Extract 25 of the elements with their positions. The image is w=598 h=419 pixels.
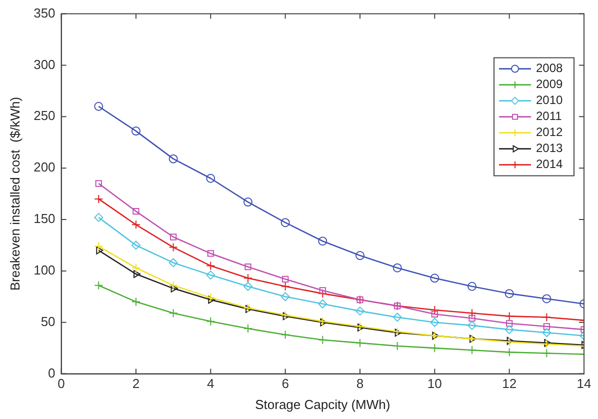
legend-label: 2012 (536, 125, 564, 140)
legend-label: 2010 (536, 93, 564, 108)
legend-label: 2011 (536, 109, 562, 124)
legend-label: 2013 (536, 141, 564, 156)
y-tick-label: 0 (48, 365, 56, 380)
x-tick-label: 14 (576, 376, 592, 392)
x-tick-label: 2 (132, 376, 140, 392)
legend-label: 2014 (536, 157, 564, 172)
x-tick-label: 6 (282, 376, 289, 392)
x-tick-label: 0 (58, 376, 65, 392)
y-tick-label: 250 (34, 108, 56, 124)
legend-label: 2009 (536, 77, 564, 92)
x-axis-title: Storage Capcity (MWh) (255, 396, 390, 412)
y-tick-label: 50 (40, 314, 56, 329)
x-tick-label: 12 (502, 376, 517, 392)
y-tick-label: 200 (34, 160, 56, 175)
y-tick-label: 100 (34, 262, 56, 278)
y-axis-title: Breakeven installed cost ($/kWh) (7, 96, 22, 291)
y-tick-label: 150 (34, 211, 56, 226)
x-tick-label: 8 (356, 376, 364, 392)
x-tick-label: 10 (427, 376, 442, 392)
x-tick-label: 4 (207, 376, 214, 392)
legend-label: 2008 (536, 61, 564, 76)
y-tick-label: 300 (34, 56, 56, 72)
y-tick-label: 350 (34, 5, 56, 20)
